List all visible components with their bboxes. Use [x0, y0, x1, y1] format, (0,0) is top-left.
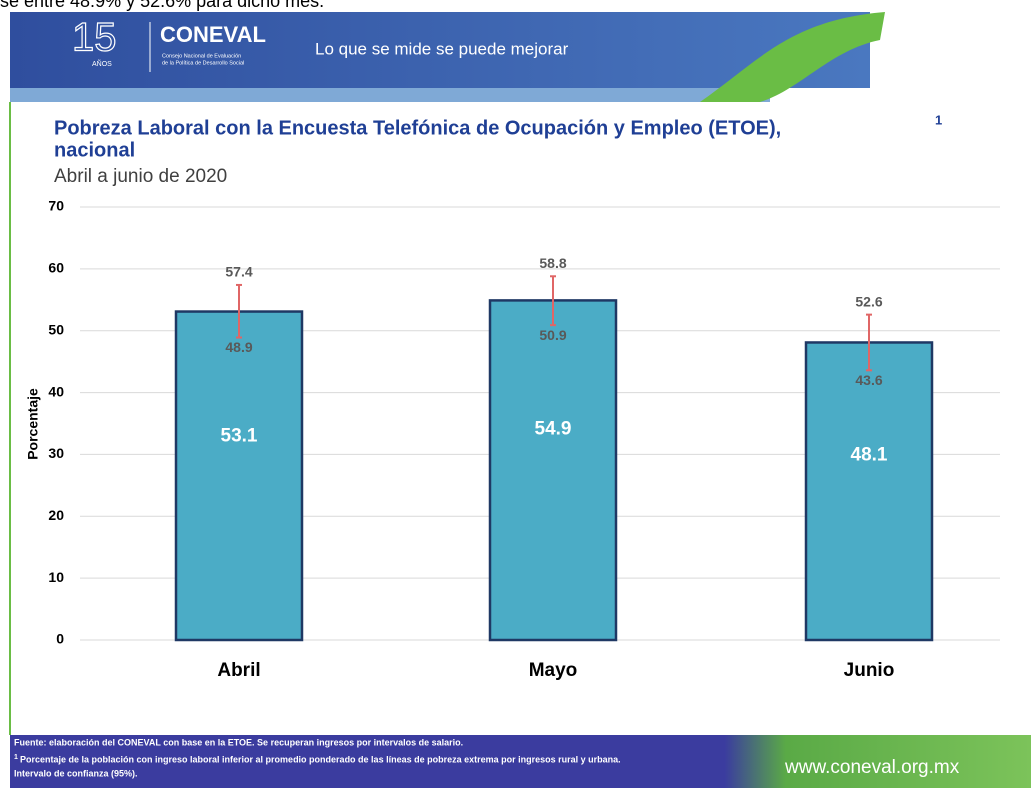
footer-confidence: Intervalo de confianza (95%). — [14, 768, 138, 778]
y-tick-label: 30 — [48, 445, 64, 461]
y-tick-label: 10 — [48, 569, 64, 585]
ci-high-label: 58.8 — [539, 255, 566, 271]
logo: CONEVAL — [160, 22, 266, 47]
y-tick-label: 60 — [48, 260, 64, 276]
bar — [804, 341, 934, 642]
anniversary-number: 15 — [72, 16, 117, 60]
y-tick-label: 0 — [56, 631, 64, 647]
anniversary-word: AÑOS — [92, 59, 112, 68]
y-tick-label: 50 — [48, 321, 64, 337]
bar — [174, 310, 304, 642]
bar-value-label: 48.1 — [851, 445, 888, 466]
chart-subtitle: Abril a junio de 2020 — [54, 166, 227, 187]
top-text: se entre 48.9% y 52.6% para dicho mes. — [0, 0, 324, 11]
footer-url: www.coneval.org.mx — [784, 757, 960, 778]
ci-low-label: 43.6 — [855, 372, 882, 388]
y-axis-label: Porcentaje — [25, 388, 41, 460]
footer-note-mark: 1 — [14, 754, 18, 761]
bar — [488, 299, 618, 642]
logo-sub: de la Política de Desarrollo Social — [162, 60, 244, 66]
chart-title: nacional — [54, 139, 135, 161]
logo-sub: Consejo Nacional de Evaluación — [162, 53, 241, 59]
footer-source: Fuente: elaboración del CONEVAL con base… — [14, 737, 463, 747]
slogan: Lo que se mide se puede mejorar — [315, 39, 569, 58]
x-tick-label: Mayo — [529, 660, 578, 681]
y-tick-label: 40 — [48, 383, 64, 399]
footer-band — [10, 735, 1031, 788]
y-tick-label: 70 — [48, 198, 64, 214]
ci-high-label: 57.4 — [225, 264, 252, 280]
header-swoosh — [700, 12, 885, 102]
bar-value-label: 54.9 — [535, 418, 572, 439]
ci-low-label: 50.9 — [539, 327, 566, 343]
title-footnote: 1 — [935, 112, 942, 127]
chart-title: Pobreza Laboral con la Encuesta Telefóni… — [54, 117, 781, 139]
x-tick-label: Abril — [217, 660, 260, 681]
ci-high-label: 52.6 — [855, 293, 882, 309]
x-tick-label: Junio — [844, 660, 895, 681]
y-tick-label: 20 — [48, 507, 64, 523]
header-band — [10, 12, 870, 88]
header-stripe — [10, 88, 770, 102]
ci-low-label: 48.9 — [225, 339, 252, 355]
footer-note: Porcentaje de la población con ingreso l… — [20, 754, 621, 764]
bar-value-label: 53.1 — [221, 425, 258, 446]
